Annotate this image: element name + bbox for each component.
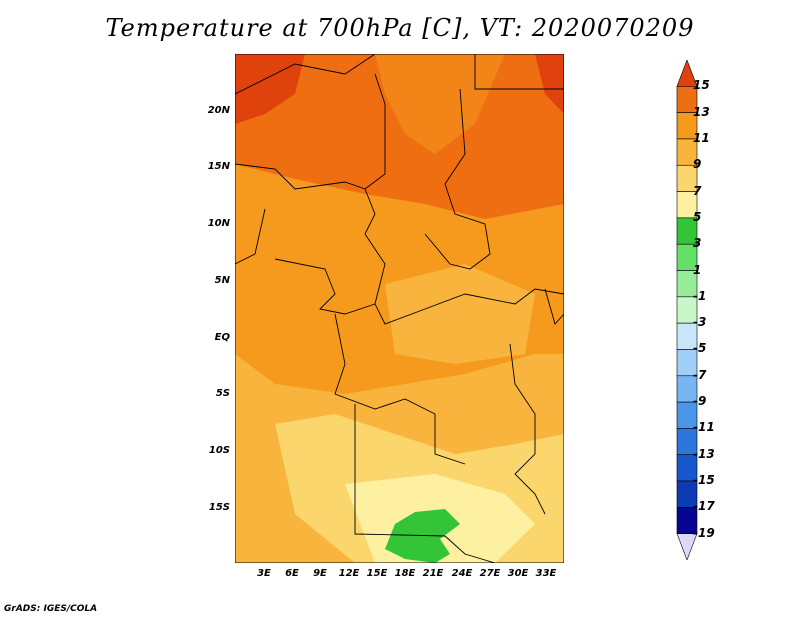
lon-label: 21E	[422, 568, 444, 579]
colorbar-label: 1	[693, 262, 702, 277]
lon-label: 18E	[394, 568, 416, 579]
lon-label: 12E	[338, 568, 360, 579]
lat-label: 5S	[215, 388, 230, 399]
field-band-1	[385, 509, 460, 563]
lat-label: 20N	[207, 105, 230, 116]
colorbar-label: -5	[693, 341, 707, 356]
lat-label: 10N	[207, 218, 230, 229]
colorbar-label: 11	[693, 130, 710, 145]
map-title: Temperature at 700hPa [C], VT: 202007020…	[105, 14, 695, 42]
colorbar-label: 9	[693, 157, 702, 172]
lon-label: 24E	[451, 568, 473, 579]
lon-label: 9E	[313, 568, 327, 579]
field-band-13	[235, 54, 305, 124]
lon-label: 15E	[366, 568, 388, 579]
colorbar-label: 15	[693, 78, 710, 93]
colorbar	[676, 60, 698, 560]
lon-label: 27E	[479, 568, 501, 579]
colorbar-label: -19	[693, 525, 715, 540]
map-area	[234, 53, 565, 564]
lat-label: 15S	[208, 502, 230, 513]
colorbar-label: -17	[693, 499, 715, 514]
colorbar-label: -9	[693, 394, 707, 409]
colorbar-label: -11	[693, 420, 715, 435]
colorbar-label: -13	[693, 446, 715, 461]
temperature-map	[234, 53, 565, 564]
colorbar-swatch	[676, 533, 698, 560]
field-band-13-ne	[535, 54, 564, 114]
colorbar-label: -7	[693, 367, 707, 382]
country-borders	[234, 53, 565, 564]
footer-credit: GrADS: IGES/COLA	[4, 604, 98, 614]
colorbar-label: -3	[693, 315, 707, 330]
lat-label: 10S	[208, 445, 230, 456]
colorbar-label: 7	[693, 183, 702, 198]
lon-label: 6E	[285, 568, 299, 579]
colorbar-label: -1	[693, 288, 707, 303]
colorbar-label: 5	[693, 209, 702, 224]
field-band-7-central	[385, 264, 535, 364]
field-band-9-sahel	[375, 54, 505, 154]
colorbar-label: 3	[693, 236, 702, 251]
colorbar-label: 13	[693, 104, 710, 119]
lon-label: 3E	[257, 568, 271, 579]
lon-label: 33E	[535, 568, 557, 579]
lat-label: 15N	[207, 161, 230, 172]
colorbar-label: -15	[693, 473, 715, 488]
lat-label: EQ	[214, 332, 230, 343]
lat-label: 5N	[214, 275, 230, 286]
lon-label: 30E	[507, 568, 529, 579]
